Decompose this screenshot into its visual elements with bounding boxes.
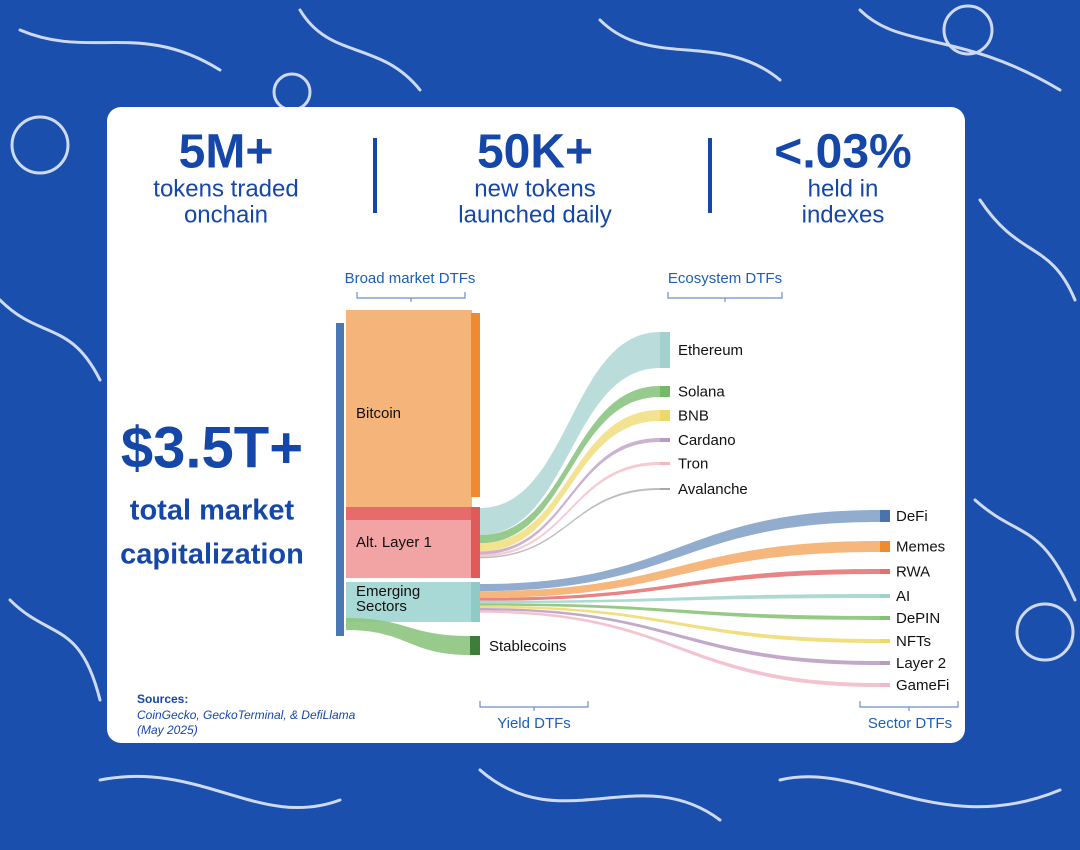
node-bar: [880, 569, 890, 574]
group-label: Broad market DTFs: [345, 270, 476, 287]
stat-label: held in: [808, 175, 879, 202]
stat-label: indexes: [802, 201, 885, 228]
node-bar: [880, 639, 890, 643]
node-bar: [880, 541, 890, 552]
flow: [346, 618, 470, 655]
flow: [480, 603, 880, 620]
node-bar: [660, 386, 670, 397]
node-label: BNB: [678, 407, 709, 424]
node-label: Stablecoins: [489, 638, 567, 655]
node-bar: [660, 438, 670, 442]
stat-label: onchain: [184, 201, 268, 228]
node: [346, 582, 472, 622]
flow: [480, 332, 660, 535]
footnote-line: (May 2025): [137, 723, 198, 737]
stat-value: <.03%: [774, 126, 911, 179]
node-bar: [660, 488, 670, 490]
headline-label: capitalization: [120, 539, 304, 571]
node-bar: [471, 507, 480, 578]
node: [346, 310, 472, 507]
node: [346, 507, 472, 520]
node-label: GameFi: [896, 677, 949, 694]
node-label: Bitcoin: [356, 405, 401, 422]
flow: [480, 386, 660, 544]
bracket: [667, 292, 783, 302]
node-label: Sectors: [356, 598, 407, 615]
node-label: Avalanche: [678, 481, 748, 498]
node-label: Memes: [896, 538, 945, 555]
stat-label: tokens traded: [153, 175, 298, 202]
headline-label: total market: [130, 495, 295, 527]
flow: [480, 541, 880, 598]
node-bar: [660, 462, 670, 465]
flow: [480, 594, 880, 604]
node-label: Alt. Layer 1: [356, 534, 432, 551]
flow: [480, 610, 880, 687]
group-label: Yield DTFs: [497, 715, 571, 732]
flow: [480, 410, 660, 552]
stat-label: new tokens: [474, 175, 595, 202]
decoration: [0, 4, 1077, 822]
flow: [480, 510, 880, 592]
node-label: DePIN: [896, 610, 940, 627]
node-label: Solana: [678, 383, 725, 400]
flow: [480, 438, 660, 555]
node-bar: [880, 510, 890, 522]
node-label: AI: [896, 588, 910, 605]
node-bar: [336, 323, 344, 636]
headline-value: $3.5T+: [121, 415, 303, 480]
node-bar: [470, 636, 480, 655]
node-label: Emerging: [356, 583, 420, 600]
card: [107, 107, 965, 743]
footnote-line: CoinGecko, GeckoTerminal, & DefiLlama: [137, 708, 356, 722]
node-bar: [471, 313, 480, 497]
bracket: [479, 701, 589, 711]
node-bar: [880, 661, 890, 665]
node-label: Cardano: [678, 432, 736, 449]
node-bar: [880, 594, 890, 598]
node-label: Layer 2: [896, 655, 946, 672]
node-bar: [880, 616, 890, 620]
stat-value: 5M+: [179, 126, 274, 179]
node-bar: [880, 683, 890, 687]
node-bar: [660, 332, 670, 368]
bracket: [356, 292, 466, 302]
node-bar: [660, 410, 670, 421]
flow: [480, 569, 880, 601]
stat-value: 50K+: [477, 126, 593, 179]
flow: [480, 608, 880, 665]
flow: [480, 462, 660, 557]
footnote-heading: Sources:: [137, 692, 188, 706]
node-bar: [471, 582, 480, 622]
node-label: RWA: [896, 563, 930, 580]
stat-label: launched daily: [458, 201, 611, 228]
group-label: Sector DTFs: [868, 715, 952, 732]
node-label: Tron: [678, 455, 708, 472]
group-label: Ecosystem DTFs: [668, 270, 782, 287]
flow: [480, 605, 880, 643]
node-label: DeFi: [896, 508, 928, 525]
node-label: NFTs: [896, 633, 931, 650]
bracket: [859, 701, 959, 711]
node-label: Ethereum: [678, 342, 743, 359]
flow: [480, 488, 660, 559]
